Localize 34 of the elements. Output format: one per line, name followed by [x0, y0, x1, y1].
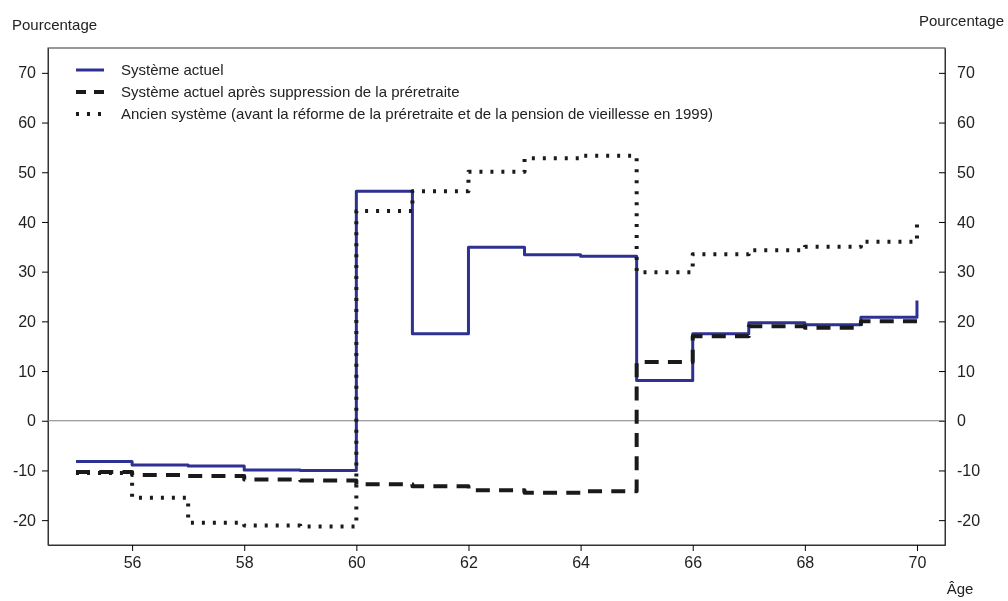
- y-tick-label: -10: [12, 462, 37, 480]
- y-tick-label: 20: [18, 312, 37, 330]
- x-tick-label: 64: [572, 554, 591, 572]
- y2-tick-label: 40: [957, 213, 975, 231]
- y-tick-label: 0: [27, 412, 37, 430]
- y2-tick-label: 50: [957, 163, 975, 181]
- y2-tick-label: 30: [957, 263, 975, 281]
- x-tick-label: 62: [460, 554, 478, 572]
- y2-tick-label: 0: [957, 412, 966, 430]
- x-tick-label: 58: [235, 554, 254, 572]
- x-axis-title: Âge: [946, 580, 974, 597]
- x-tick-label: 66: [684, 554, 703, 572]
- legend-label: Système actuel: [121, 61, 224, 78]
- x-tick-label: 56: [123, 554, 142, 572]
- x-tick-label: 60: [347, 554, 366, 572]
- y2-axis-title: Pourcentage: [918, 12, 1004, 29]
- y2-tick-label: 70: [957, 64, 975, 82]
- y2-tick-label: 10: [957, 362, 975, 380]
- y-tick-label: 30: [18, 263, 37, 281]
- x-tick-label: 70: [908, 554, 927, 572]
- y2-tick-label: -10: [957, 462, 981, 480]
- y-tick-label: 60: [18, 114, 37, 132]
- y2-tick-label: 20: [957, 312, 975, 330]
- y-tick-label: 50: [18, 163, 37, 181]
- legend-label: Ancien système (avant la réforme de la préretraite et de la pension de vieillesse en 1999): [121, 105, 713, 122]
- y-tick-label: 70: [18, 64, 37, 82]
- x-tick-label: 68: [796, 554, 815, 572]
- y-tick-label: -20: [12, 511, 37, 529]
- y2-tick-label: -20: [957, 511, 981, 529]
- y2-tick-label: 60: [957, 114, 975, 132]
- legend-label: Système actuel après suppression de la préretraite: [121, 83, 460, 100]
- y-tick-label: 10: [18, 362, 37, 380]
- y-axis-title: Pourcentage: [12, 16, 98, 33]
- y-tick-label: 40: [18, 213, 37, 231]
